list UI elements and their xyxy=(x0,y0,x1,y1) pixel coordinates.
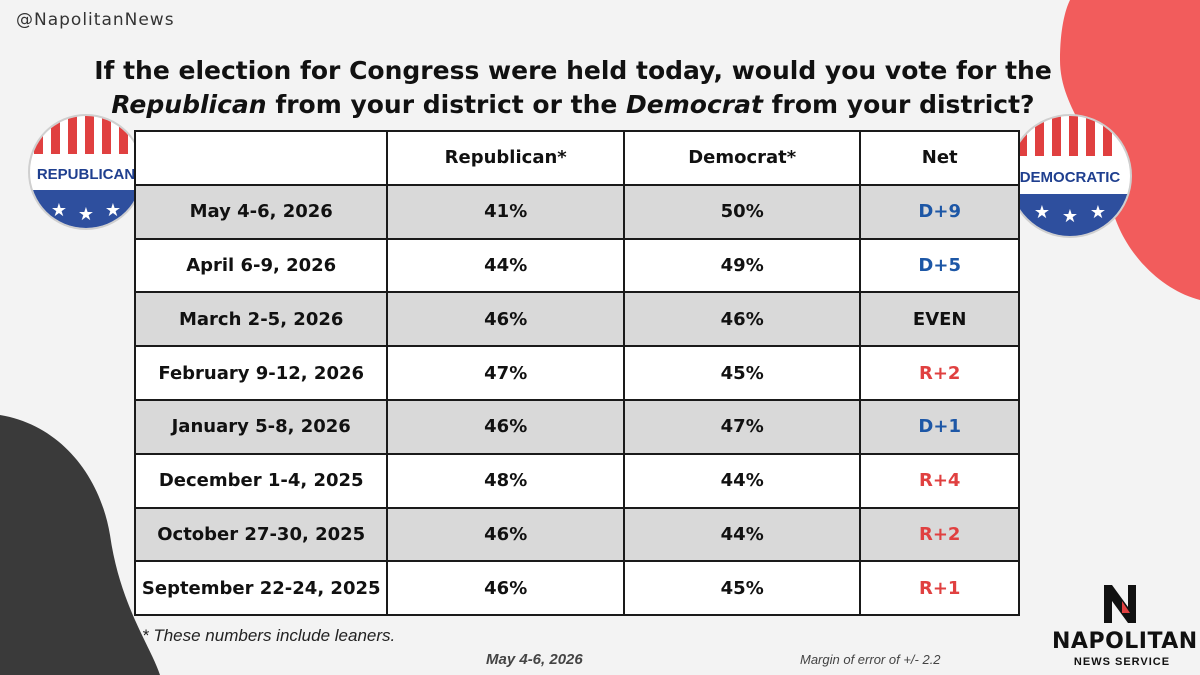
page-title: If the election for Congress were held t… xyxy=(0,54,1146,122)
row-democrat: 44% xyxy=(622,506,862,563)
table-row: February 9-12, 2026 47% 45% R+2 xyxy=(133,345,1020,401)
table-row: October 27-30, 2025 46% 44% R+2 xyxy=(133,506,1020,563)
svg-text:★: ★ xyxy=(78,204,94,224)
row-date: December 1-4, 2025 xyxy=(133,452,389,509)
row-date: January 5-8, 2026 xyxy=(133,398,389,455)
title-line-1: If the election for Congress were held t… xyxy=(94,56,1052,85)
row-democrat: 44% xyxy=(622,452,862,509)
svg-text:★: ★ xyxy=(1090,202,1106,222)
table-row: December 1-4, 2025 48% 44% R+4 xyxy=(133,452,1020,509)
header-democrat: Democrat* xyxy=(622,130,862,186)
red-corner-shape xyxy=(1060,0,1200,300)
democratic-badge-label: DEMOCRATIC xyxy=(1020,169,1121,186)
margin-of-error: Margin of error of +/- 2.2 xyxy=(800,652,941,667)
row-republican: 46% xyxy=(386,291,625,348)
row-net: R+1 xyxy=(859,560,1020,617)
row-democrat: 46% xyxy=(622,291,862,348)
row-date: October 27-30, 2025 xyxy=(133,506,389,563)
row-republican: 46% xyxy=(386,506,625,563)
table-row: April 6-9, 2026 44% 49% D+5 xyxy=(133,237,1020,294)
row-date: April 6-9, 2026 xyxy=(133,237,389,294)
svg-text:★: ★ xyxy=(1034,202,1050,222)
row-republican: 44% xyxy=(386,237,625,294)
republican-badge-label: REPUBLICAN xyxy=(37,166,135,183)
title-democrat: Democrat xyxy=(626,90,763,119)
footnote: * These numbers include leaners. xyxy=(142,626,396,645)
poll-table: Republican* Democrat* Net May 4-6, 2026 … xyxy=(133,130,1020,617)
democratic-badge: ★ ★ ★ DEMOCRATIC xyxy=(1008,114,1132,238)
logo-subtitle: NEWS SERVICE xyxy=(1073,656,1171,668)
row-date: February 9-12, 2026 xyxy=(133,345,389,401)
logo-name: NAPOLITAN xyxy=(1052,629,1198,654)
footer-date: May 4-6, 2026 xyxy=(486,651,583,668)
table-header-row: Republican* Democrat* Net xyxy=(133,130,1020,186)
svg-text:★: ★ xyxy=(105,200,121,220)
table-row: January 5-8, 2026 46% 47% D+1 xyxy=(133,398,1020,455)
row-date: March 2-5, 2026 xyxy=(133,291,389,348)
row-republican: 48% xyxy=(386,452,625,509)
row-date: May 4-6, 2026 xyxy=(133,183,389,240)
republican-badge: ★ ★ ★ REPUBLICAN xyxy=(28,114,144,230)
row-republican: 46% xyxy=(386,560,625,617)
row-democrat: 49% xyxy=(622,237,862,294)
table-row: May 4-6, 2026 41% 50% D+9 xyxy=(133,183,1020,240)
row-date: September 22-24, 2025 xyxy=(133,560,389,617)
header-net: Net xyxy=(859,130,1020,186)
row-net: D+5 xyxy=(859,237,1020,294)
row-net: R+4 xyxy=(859,452,1020,509)
row-democrat: 47% xyxy=(622,398,862,455)
social-handle: @NapolitanNews xyxy=(16,10,175,30)
row-net: D+9 xyxy=(859,183,1020,240)
dark-corner-shape xyxy=(0,415,160,675)
row-democrat: 50% xyxy=(622,183,862,240)
row-democrat: 45% xyxy=(622,560,862,617)
row-net: R+2 xyxy=(859,506,1020,563)
row-democrat: 45% xyxy=(622,345,862,401)
row-net: EVEN xyxy=(859,291,1020,348)
napolitan-n-icon xyxy=(1104,585,1136,623)
row-net: R+2 xyxy=(859,345,1020,401)
title-end: from your district? xyxy=(762,90,1035,119)
header-republican: Republican* xyxy=(386,130,625,186)
table-row: March 2-5, 2026 46% 46% EVEN xyxy=(133,291,1020,348)
row-republican: 47% xyxy=(386,345,625,401)
row-net: D+1 xyxy=(859,398,1020,455)
table-row: September 22-24, 2025 46% 45% R+1 xyxy=(133,560,1020,617)
svg-text:★: ★ xyxy=(1062,206,1078,226)
title-line-2: Republican from your district or the Dem… xyxy=(0,88,1146,122)
napolitan-logo: NAPOLITAN NEWS SERVICE xyxy=(1052,583,1198,675)
row-republican: 41% xyxy=(386,183,625,240)
row-republican: 46% xyxy=(386,398,625,455)
title-republican: Republican xyxy=(111,90,267,119)
title-mid: from your district or the xyxy=(266,90,627,119)
svg-text:★: ★ xyxy=(51,200,67,220)
header-date xyxy=(133,130,389,186)
